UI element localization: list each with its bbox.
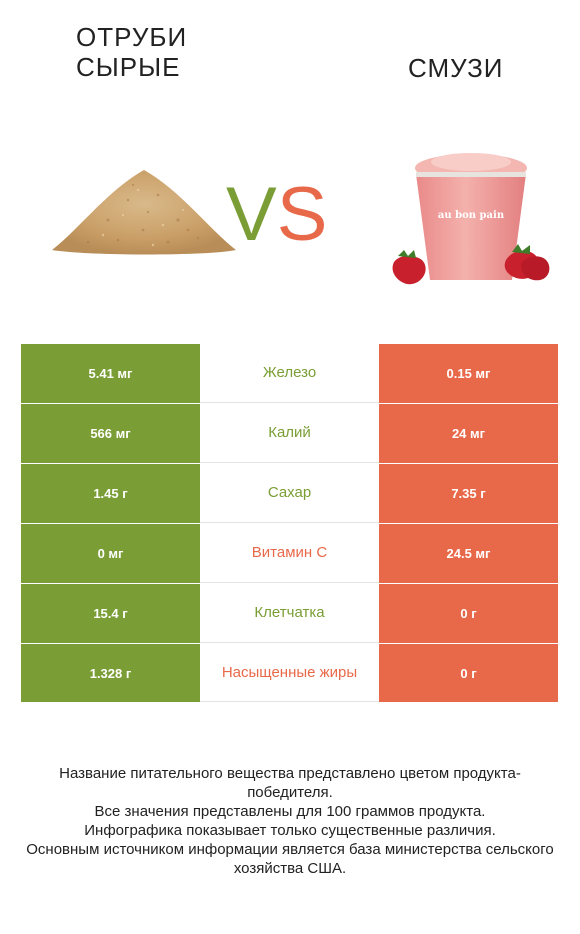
left-value: 566 мг: [21, 404, 200, 463]
footnote-1: Название питательного вещества представл…: [59, 765, 521, 801]
footnote-3: Инфографика показывает только существенн…: [84, 822, 496, 839]
nutrient-name: Витамин C: [200, 524, 379, 583]
nutrient-name: Сахар: [200, 464, 379, 523]
right-value: 0 г: [379, 584, 558, 643]
smoothie-cup-image: au bon pain: [392, 153, 550, 285]
strawberry-left-icon: [392, 250, 426, 285]
footnote-4: Основным источником информации является …: [26, 841, 554, 877]
left-title-line1: ОТРУБИ: [76, 22, 188, 52]
nutrient-name: Калий: [200, 404, 379, 463]
left-value: 0 мг: [21, 524, 200, 583]
table-row: 566 мг Калий 24 мг: [21, 404, 558, 464]
right-value: 0.15 мг: [379, 344, 558, 403]
right-value: 24 мг: [379, 404, 558, 463]
table-row: 0 мг Витамин C 24.5 мг: [21, 524, 558, 584]
comparison-table: 5.41 мг Железо 0.15 мг 566 мг Калий 24 мг 1.45…: [21, 344, 558, 703]
left-product-title: ОТРУБИ СЫРЫЕ: [76, 22, 236, 82]
right-value: 24.5 мг: [379, 524, 558, 583]
footnote-2: Все значения представлены для 100 граммо…: [94, 803, 486, 820]
nutrient-name: Клетчатка: [200, 584, 379, 643]
footnotes: Название питательного вещества представл…: [20, 764, 560, 878]
right-product-title: СМУЗИ: [408, 53, 504, 83]
strawberry-right-icon: [504, 244, 550, 281]
left-title-line2: СЫРЫЕ: [76, 52, 181, 82]
vs-v: V: [226, 172, 277, 257]
bran-pile-image: [52, 170, 236, 255]
cup-brand-text: au bon pain: [438, 210, 505, 221]
table-row: 15.4 г Клетчатка 0 г: [21, 584, 558, 644]
vs-label: VS: [226, 170, 352, 260]
left-value: 1.328 г: [21, 644, 200, 702]
table-row: 5.41 мг Железо 0.15 мг: [21, 344, 558, 404]
table-row: 1.45 г Сахар 7.35 г: [21, 464, 558, 524]
right-value: 7.35 г: [379, 464, 558, 523]
left-value: 15.4 г: [21, 584, 200, 643]
right-value: 0 г: [379, 644, 558, 702]
left-value: 1.45 г: [21, 464, 200, 523]
nutrient-name: Железо: [200, 344, 379, 403]
left-value: 5.41 мг: [21, 344, 200, 403]
vs-s: S: [276, 172, 328, 257]
nutrient-name: Насыщенные жиры: [200, 644, 379, 702]
table-row: 1.328 г Насыщенные жиры 0 г: [21, 644, 558, 703]
